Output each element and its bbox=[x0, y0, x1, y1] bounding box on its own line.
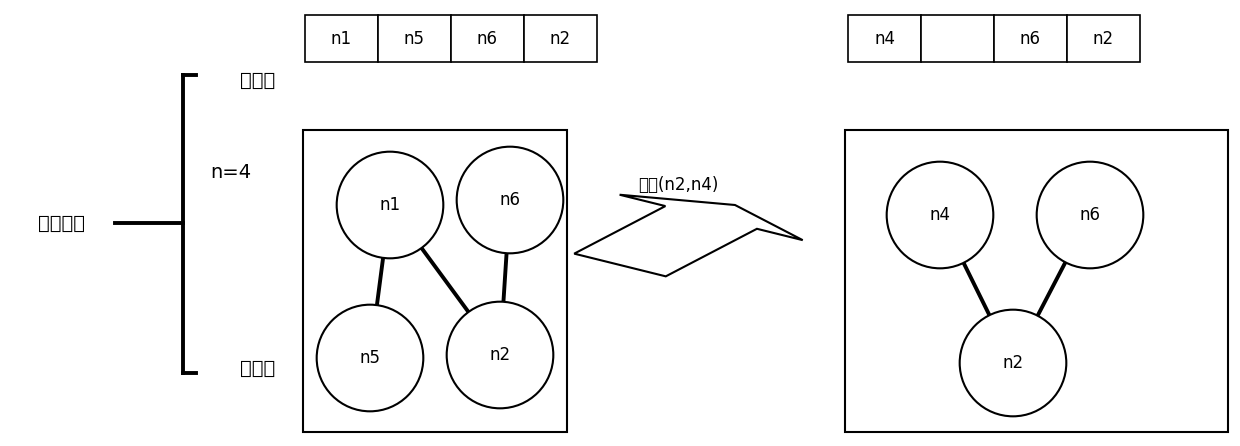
Text: n1: n1 bbox=[379, 196, 401, 214]
Ellipse shape bbox=[446, 301, 553, 409]
Bar bbox=[848, 15, 921, 62]
Text: n1: n1 bbox=[331, 29, 352, 48]
Ellipse shape bbox=[960, 310, 1066, 416]
Ellipse shape bbox=[316, 305, 423, 411]
Text: n6: n6 bbox=[500, 191, 521, 209]
Text: n5: n5 bbox=[404, 29, 425, 48]
Text: n2: n2 bbox=[1092, 29, 1114, 48]
Text: n=4: n=4 bbox=[210, 162, 252, 182]
Bar bbox=[1066, 15, 1140, 62]
Ellipse shape bbox=[1037, 162, 1143, 268]
Text: n6: n6 bbox=[477, 29, 498, 48]
Text: n2: n2 bbox=[490, 346, 511, 364]
Bar bbox=[451, 15, 525, 62]
Bar bbox=[525, 15, 596, 62]
Ellipse shape bbox=[337, 152, 444, 258]
Text: n6: n6 bbox=[1021, 29, 1042, 48]
Text: n4: n4 bbox=[874, 29, 895, 48]
Text: n5: n5 bbox=[360, 349, 381, 367]
Text: 边集合: 边集合 bbox=[241, 359, 275, 377]
Bar bbox=[921, 15, 994, 62]
Bar bbox=[844, 130, 1228, 432]
Bar bbox=[303, 130, 567, 432]
Text: n2: n2 bbox=[549, 29, 572, 48]
Text: 加入(n2,n4): 加入(n2,n4) bbox=[637, 176, 718, 194]
Ellipse shape bbox=[887, 162, 993, 268]
Text: 暂存子图: 暂存子图 bbox=[38, 214, 86, 232]
Text: 点集合: 点集合 bbox=[241, 70, 275, 90]
Text: n4: n4 bbox=[930, 206, 951, 224]
FancyArrow shape bbox=[574, 195, 802, 277]
Text: n2: n2 bbox=[1002, 354, 1023, 372]
Bar bbox=[305, 15, 378, 62]
Bar bbox=[378, 15, 451, 62]
Bar bbox=[994, 15, 1066, 62]
Ellipse shape bbox=[456, 147, 563, 253]
Text: n6: n6 bbox=[1080, 206, 1101, 224]
